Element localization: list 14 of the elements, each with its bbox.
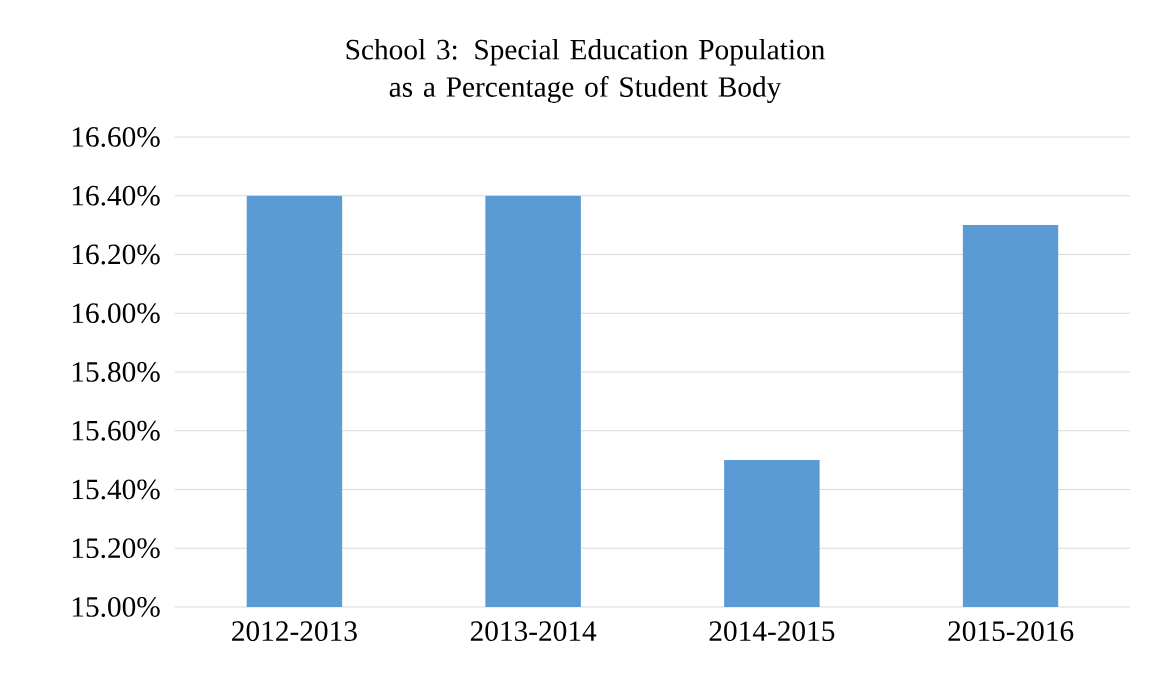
x-tick-label: 2013-2014: [470, 621, 597, 642]
y-tick-label: 15.20%: [72, 538, 160, 559]
y-tick-label: 15.60%: [72, 420, 160, 441]
x-tick-label: 2015-2016: [948, 621, 1074, 642]
chart-title: School 3: Special Education Population as a Percentage of Student Body: [346, 38, 825, 103]
y-tick-label: 16.00%: [72, 303, 160, 324]
y-tick-label: 15.80%: [72, 362, 160, 382]
y-tick-label: 16.40%: [72, 185, 160, 206]
y-tick-label: 16.20%: [72, 244, 160, 265]
x-tick-label: 2012-2013: [232, 621, 357, 642]
y-tick-label: 15.00%: [72, 597, 160, 617]
x-tick-label: 2014-2015: [709, 621, 835, 642]
y-tick-label: 15.40%: [72, 479, 160, 500]
y-tick-label: 16.60%: [72, 127, 160, 147]
